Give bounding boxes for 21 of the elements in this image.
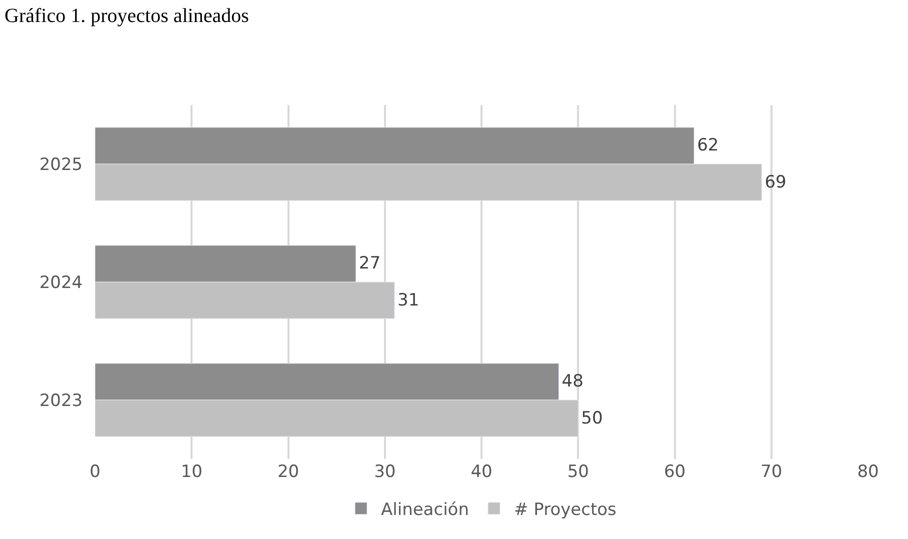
y-tick-label: 2023 xyxy=(39,390,83,411)
data-label: 27 xyxy=(358,254,381,274)
x-tick-label: 0 xyxy=(90,462,100,482)
legend-label: # Proyectos xyxy=(514,500,617,520)
x-tick-label: 30 xyxy=(374,462,396,482)
legend-label: Alineación xyxy=(381,500,469,520)
x-tick-label: 70 xyxy=(760,462,782,482)
x-tick-label: 60 xyxy=(664,462,686,482)
y-tick-label: 2025 xyxy=(39,154,83,175)
y-tick-label: 2024 xyxy=(39,272,83,293)
data-label: 69 xyxy=(764,172,786,192)
x-tick-label: 80 xyxy=(857,462,879,482)
x-tick-label: 50 xyxy=(567,462,589,482)
data-label: 50 xyxy=(581,408,603,428)
data-label: 62 xyxy=(697,136,719,156)
chart-title: Gráfico 1. proyectos alineados xyxy=(4,5,250,28)
data-label: 48 xyxy=(562,372,584,392)
x-tick-label: 10 xyxy=(180,462,202,482)
data-label: 31 xyxy=(398,290,420,310)
x-tick-label: 40 xyxy=(470,462,492,482)
x-tick-label: 20 xyxy=(277,462,300,482)
